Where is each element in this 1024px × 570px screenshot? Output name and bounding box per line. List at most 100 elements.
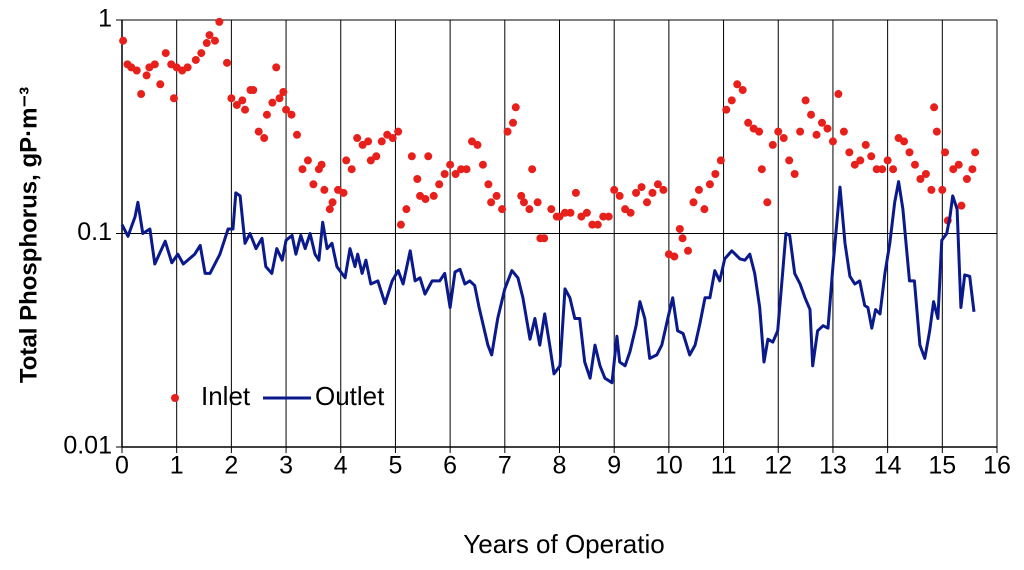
- y-tick-label: 0.01: [63, 432, 112, 460]
- inlet-point: [451, 169, 460, 178]
- inlet-point: [733, 80, 742, 89]
- y-tick-label: 0.1: [77, 218, 112, 246]
- inlet-point: [238, 96, 247, 105]
- inlet-point: [309, 180, 318, 189]
- inlet-point: [828, 137, 837, 146]
- inlet-point: [738, 86, 747, 95]
- inlet-point: [429, 191, 438, 200]
- x-tick-label: 5: [388, 452, 402, 480]
- inlet-point: [705, 180, 714, 189]
- inlet-point: [941, 148, 950, 157]
- inlet-point: [850, 160, 859, 169]
- inlet-point: [684, 246, 693, 255]
- inlet-point: [801, 96, 810, 105]
- inlet-point: [653, 180, 662, 189]
- inlet-point: [517, 191, 526, 200]
- inlet-point: [889, 165, 898, 174]
- inlet-point: [191, 55, 200, 64]
- inlet-point: [413, 174, 422, 183]
- inlet-point: [303, 156, 312, 165]
- inlet-point: [916, 174, 925, 183]
- x-tick-label: 6: [443, 452, 457, 480]
- inlet-point: [262, 110, 271, 119]
- inlet-point: [169, 94, 178, 103]
- legend-marker: [171, 394, 179, 402]
- x-tick-label: 1: [170, 452, 184, 480]
- inlet-point: [566, 208, 575, 217]
- inlet-point: [845, 148, 854, 157]
- inlet-point: [287, 110, 296, 119]
- inlet-point: [282, 105, 291, 114]
- inlet-point: [511, 103, 520, 112]
- inlet-point: [241, 105, 250, 114]
- inlet-point: [519, 198, 528, 207]
- y-axis-title: Total Phosphorus, gP·m⁻³: [15, 87, 42, 383]
- inlet-point: [142, 71, 151, 80]
- inlet-point: [547, 205, 556, 214]
- inlet-point: [755, 127, 764, 136]
- x-tick-label: 2: [224, 452, 238, 480]
- inlet-point: [503, 127, 512, 136]
- inlet-point: [807, 110, 816, 119]
- inlet-point: [150, 60, 159, 69]
- inlet-point: [268, 98, 277, 107]
- x-tick-label: 11: [711, 452, 737, 480]
- inlet-point: [227, 94, 236, 103]
- inlet-point: [610, 185, 619, 194]
- inlet-point: [582, 208, 591, 217]
- inlet-point: [388, 134, 397, 143]
- inlet-point: [533, 198, 542, 207]
- x-tick-label: 16: [983, 452, 1011, 480]
- inlet-point: [727, 96, 736, 105]
- inlet-point: [599, 212, 608, 221]
- inlet-point: [604, 212, 613, 221]
- inlet-point: [298, 165, 307, 174]
- inlet-point: [462, 165, 471, 174]
- inlet-point: [968, 165, 977, 174]
- inlet-point: [856, 156, 865, 165]
- inlet-point: [484, 180, 493, 189]
- inlet-point: [867, 152, 876, 161]
- inlet-point: [478, 160, 487, 169]
- inlet-point: [342, 156, 351, 165]
- inlet-point: [320, 185, 329, 194]
- x-tick-label: 10: [655, 452, 683, 480]
- inlet-point: [839, 127, 848, 136]
- inlet-point: [457, 165, 466, 174]
- x-tick-label: 14: [874, 452, 902, 480]
- inlet-point: [643, 198, 651, 207]
- inlet-point: [328, 198, 337, 207]
- inlet-point: [615, 191, 624, 200]
- inlet-point: [689, 198, 698, 207]
- legend-label: Inlet: [201, 381, 251, 411]
- inlet-point: [927, 185, 936, 194]
- inlet-point: [223, 58, 231, 67]
- inlet-point: [137, 90, 146, 99]
- inlet-point: [768, 140, 777, 149]
- inlet-point: [440, 169, 449, 178]
- inlet-point: [509, 118, 518, 127]
- inlet-point: [293, 130, 301, 139]
- inlet-point: [670, 252, 679, 261]
- inlet-point: [275, 94, 284, 103]
- legend-label: Outlet: [315, 381, 385, 411]
- inlet-point: [648, 188, 657, 197]
- x-tick-label: 8: [553, 452, 567, 480]
- inlet-point: [659, 185, 668, 194]
- inlet-point: [834, 90, 843, 99]
- inlet-point: [818, 118, 826, 127]
- inlet-point: [372, 152, 381, 161]
- inlet-point: [861, 140, 870, 149]
- inlet-point: [785, 156, 794, 165]
- inlet-point: [254, 127, 263, 136]
- inlet-point: [722, 105, 731, 114]
- inlet-point: [435, 180, 444, 189]
- inlet-point: [790, 169, 799, 178]
- inlet-point: [364, 137, 373, 146]
- inlet-point: [626, 208, 635, 217]
- x-tick-label: 13: [819, 452, 847, 480]
- inlet-point: [202, 39, 211, 48]
- x-tick-label: 9: [607, 452, 621, 480]
- inlet-point: [161, 49, 170, 58]
